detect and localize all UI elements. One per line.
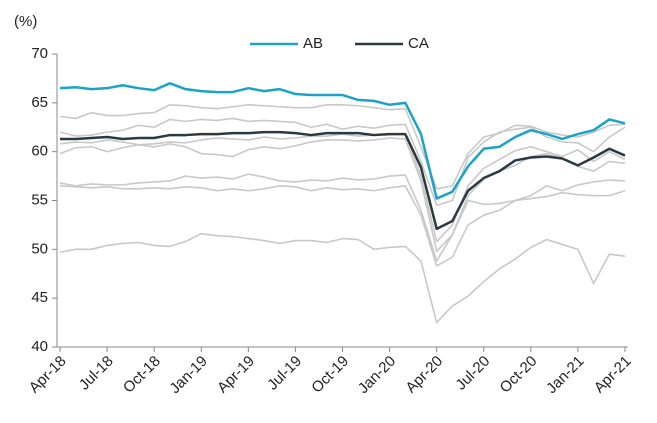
y-tick-label: 40 bbox=[31, 338, 48, 355]
series-line bbox=[59, 232, 626, 324]
x-tick-label: Jan-19 bbox=[166, 353, 210, 397]
x-tick-label: Apr-19 bbox=[214, 353, 258, 397]
series-line bbox=[59, 185, 626, 267]
x-tick-label: Apr-20 bbox=[402, 353, 446, 397]
series-line bbox=[59, 117, 626, 207]
y-tick-label: 55 bbox=[31, 191, 48, 208]
y-tick-label: 70 bbox=[31, 45, 48, 62]
y-tick-label: 50 bbox=[31, 240, 48, 257]
x-tick-label: Jul-18 bbox=[76, 353, 117, 394]
x-tick-label: Jan-21 bbox=[543, 353, 587, 397]
series-line bbox=[59, 173, 626, 262]
series-line bbox=[59, 137, 626, 253]
x-tick-label: Oct-19 bbox=[308, 353, 352, 397]
x-tick-label: Oct-18 bbox=[120, 353, 164, 397]
legend-label: CA bbox=[408, 35, 429, 52]
y-axis-label: (%) bbox=[14, 13, 37, 30]
x-tick-label: Apr-18 bbox=[26, 353, 70, 397]
y-tick-label: 45 bbox=[31, 289, 48, 306]
y-tick-label: 60 bbox=[31, 143, 48, 160]
series-line bbox=[59, 103, 626, 190]
x-tick-label: Jul-19 bbox=[264, 353, 305, 394]
series-line bbox=[59, 82, 626, 200]
x-tick-label: Apr-21 bbox=[591, 353, 635, 397]
y-tick-label: 65 bbox=[31, 94, 48, 111]
x-tick-label: Oct-20 bbox=[497, 353, 541, 397]
x-tick-label: Jul-20 bbox=[452, 353, 493, 394]
legend-label: AB bbox=[303, 35, 323, 52]
series-line bbox=[60, 130, 626, 231]
x-tick-label: Jan-20 bbox=[355, 353, 399, 397]
